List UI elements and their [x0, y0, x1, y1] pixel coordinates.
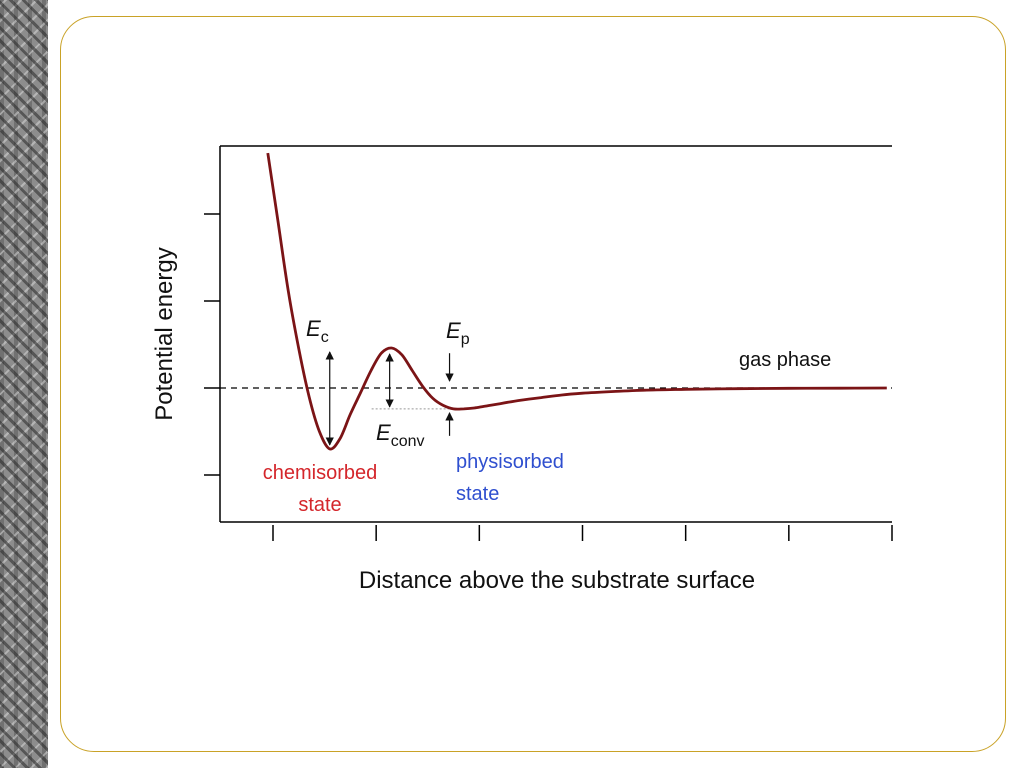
- chemisorbed-label-line1: chemisorbed: [263, 462, 378, 484]
- x-axis-label: Distance above the substrate surface: [359, 567, 755, 594]
- potential-energy-curve: [266, 152, 887, 451]
- y-axis-label: Potential energy: [151, 247, 178, 420]
- econv-label: Econv: [376, 420, 424, 450]
- physisorbed-label-line1: physisorbed: [456, 451, 564, 473]
- ep-label: Ep: [446, 318, 470, 348]
- slide-frame: [60, 16, 1006, 752]
- gas-phase-label: gas phase: [739, 349, 831, 371]
- y-ticks: [204, 213, 220, 476]
- side-texture-strip: [0, 0, 48, 768]
- ec-label: Ec: [306, 316, 329, 346]
- chemisorbed-label-line2: state: [298, 494, 341, 516]
- physisorbed-label-line2: state: [456, 483, 499, 505]
- x-ticks: [272, 525, 893, 541]
